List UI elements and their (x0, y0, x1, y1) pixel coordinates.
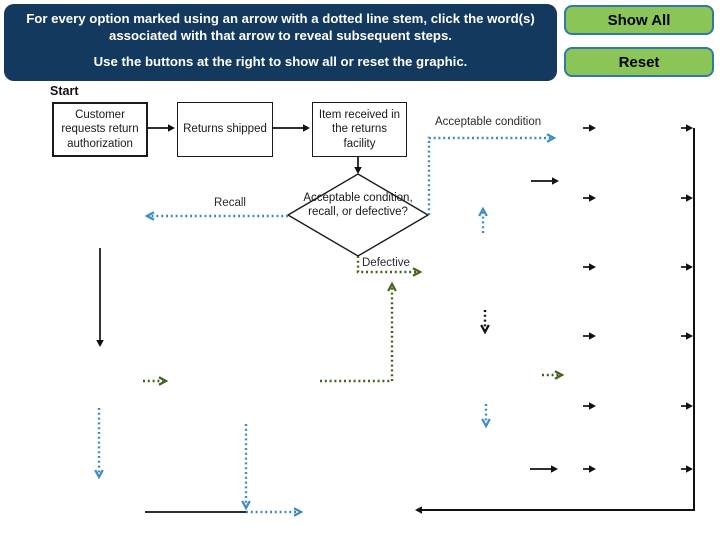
instruction-text-2: Use the buttons at the right to show all… (93, 54, 468, 70)
arrow-left-column-down (96, 248, 104, 347)
arrow-black-dotted-stub-down (480, 310, 490, 335)
start-label: Start (50, 84, 79, 98)
arrow-box1-to-box2 (148, 124, 175, 132)
box-item-received: Item received in the returns facility (312, 102, 407, 157)
arrow-box3-to-decision (354, 157, 362, 174)
arrow-stub-row1 (583, 124, 596, 132)
arrow-box2-to-box3 (273, 124, 310, 132)
arrow-stub-row3 (583, 263, 596, 271)
recall-link[interactable]: Recall (214, 197, 246, 209)
arrow-into-loop-row3 (681, 263, 693, 271)
arrow-into-loop-row5 (681, 402, 693, 410)
defective-link[interactable]: Defective (362, 257, 410, 269)
arrow-blue-mid-down (241, 424, 251, 511)
arrow-acceptable-branch (427, 133, 557, 215)
arrow-mid-right-long-2 (530, 465, 558, 473)
box-customer-requests: Customer requests return authorization (52, 102, 148, 157)
arrow-green-stub-lower-left (143, 376, 169, 386)
arrow-into-loop-row2 (681, 194, 693, 202)
arrow-blue-stub-up (478, 206, 488, 233)
arrow-stub-row5 (583, 402, 596, 410)
arrow-stub-row6 (583, 465, 596, 473)
arrow-blue-bottom-right (246, 507, 304, 517)
arrow-blue-stub-left-down (94, 408, 104, 480)
arrow-green-stub-right (542, 370, 565, 380)
instruction-text-1: For every option marked using an arrow w… (26, 11, 535, 44)
arrow-recall-branch (144, 211, 288, 221)
reset-button[interactable]: Reset (564, 47, 714, 77)
show-all-button[interactable]: Show All (564, 5, 714, 35)
arrow-green-return-up (320, 281, 397, 383)
arrow-stub-row2 (583, 194, 596, 202)
arrow-stub-row4 (583, 332, 596, 340)
arrow-mid-right-long-1 (531, 177, 559, 185)
arrow-blue-stub-down-2 (481, 404, 491, 429)
arrow-defective-branch (356, 256, 423, 277)
decision-diamond-label: Acceptable condition, recall, or defecti… (303, 192, 413, 219)
arrow-into-loop-row6 (681, 465, 693, 473)
acceptable-condition-link[interactable]: Acceptable condition (435, 116, 542, 128)
line-right-return-loop (415, 128, 695, 514)
arrow-into-loop-row4 (681, 332, 693, 340)
box-returns-shipped: Returns shipped (177, 102, 273, 157)
instruction-banner: For every option marked using an arrow w… (4, 4, 557, 81)
arrow-into-loop-row1 (681, 124, 693, 132)
